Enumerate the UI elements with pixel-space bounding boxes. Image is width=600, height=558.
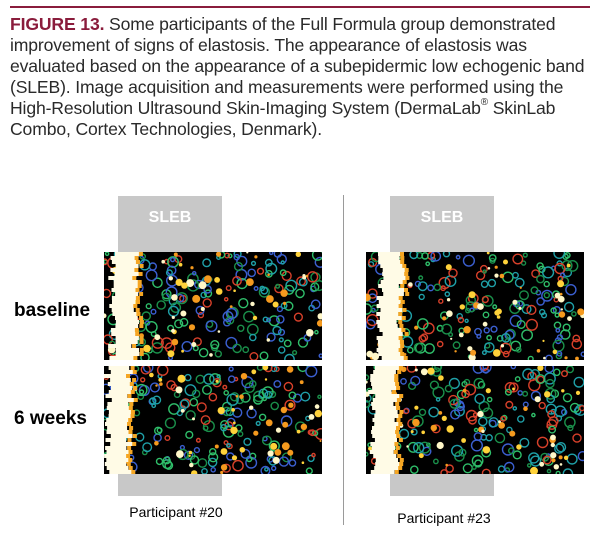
participant-label-20: Participant #20 xyxy=(129,504,223,520)
ultrasound-image-p23-baseline xyxy=(366,252,584,360)
sleb-bar-bottom-right xyxy=(390,474,494,496)
figure-caption: FIGURE 13. Some participants of the Full… xyxy=(10,14,592,140)
row-label-baseline: baseline xyxy=(14,300,91,321)
caption-text-end: SkinLab Combo, Cortex Technologies, Denm… xyxy=(10,98,556,139)
panel-divider xyxy=(343,195,344,525)
sleb-bar-bottom-left xyxy=(118,474,222,496)
registered-mark: ® xyxy=(480,97,488,108)
sleb-label-right: SLEB xyxy=(390,196,494,252)
top-rule xyxy=(10,6,590,8)
figure-label: FIGURE 13. xyxy=(10,14,105,34)
ultrasound-image-p20-6weeks xyxy=(104,366,322,474)
caption-text: Some participants of the Full Formula gr… xyxy=(10,14,585,118)
sleb-label-left: SLEB xyxy=(118,196,222,252)
row-label-6-weeks: 6 weeks xyxy=(14,408,87,429)
ultrasound-image-p23-6weeks xyxy=(366,366,584,474)
ultrasound-image-p20-baseline xyxy=(104,252,322,360)
participant-label-23: Participant #23 xyxy=(397,510,491,526)
